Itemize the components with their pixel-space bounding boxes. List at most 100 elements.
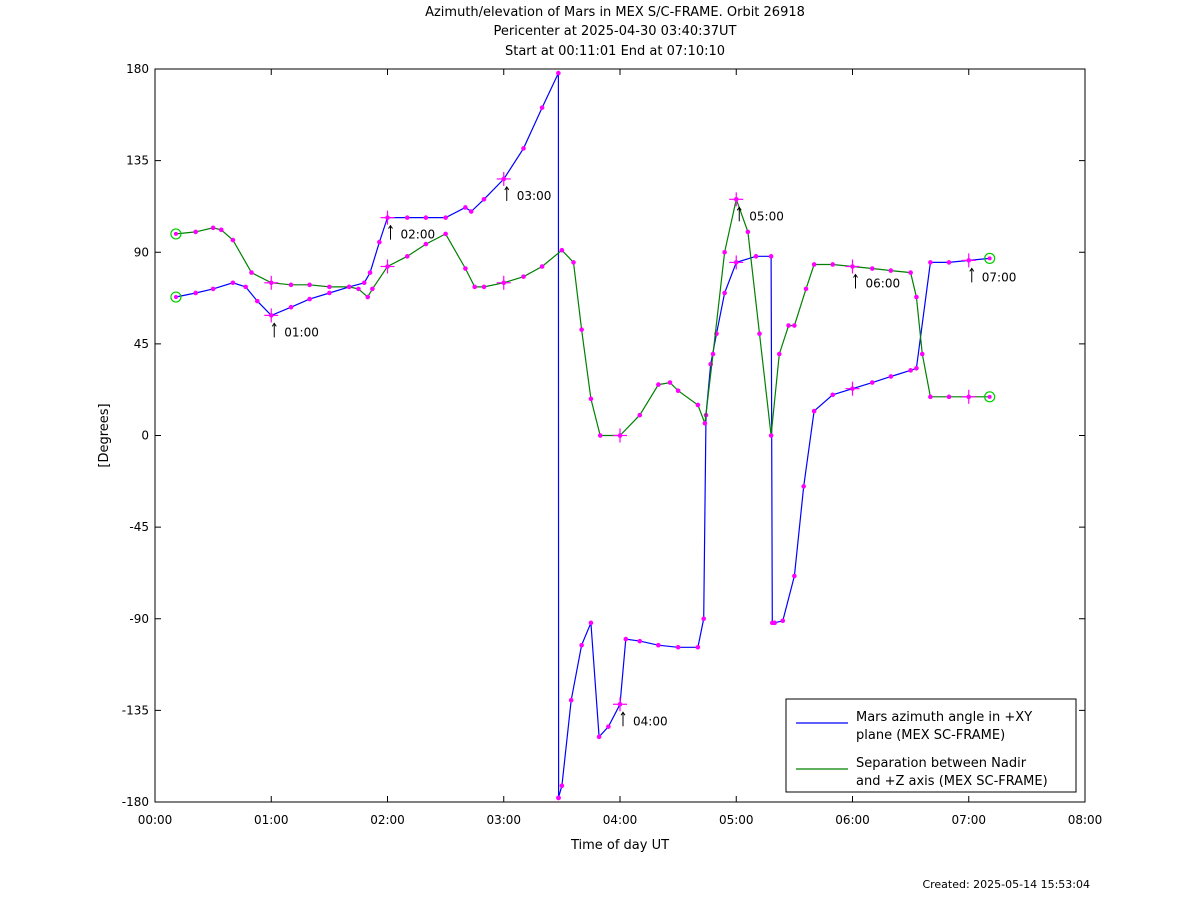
separation-endpoint-marker [984,391,996,403]
legend-box [785,698,1077,793]
hour-annotation-arrowhead [504,186,510,191]
azimuth-data-point [521,146,526,151]
azimuth-data-point [830,392,836,398]
y-tick-label: -90 [129,612,149,626]
x-tick-label: 00:00 [138,813,173,827]
azimuth-data-point [695,644,701,650]
azimuth-data-point [637,638,643,644]
separation-data-point [919,351,925,357]
separation-data-point [173,231,178,236]
azimuth-data-point [772,620,777,626]
azimuth-series-line [175,72,990,799]
hour-annotation-label: 06:00 [866,277,901,291]
azimuth-data-point [914,366,919,371]
azimuth-data-point [423,215,429,220]
separation-series-line [175,197,990,437]
x-axis-label: Time of day UT [570,838,669,853]
hour-annotation-label: 05:00 [749,209,784,223]
azimuth-data-point [443,215,448,220]
azimuth-data-point [539,105,545,110]
azimuth-data-point [596,734,602,740]
x-tick-label: 07:00 [951,813,986,827]
hour-annotation-label: 03:00 [517,189,552,203]
separation-data-point [218,227,224,233]
azimuth-data-point [288,304,294,310]
chart-title-line-2: Pericenter at 2025-04-30 03:40:37UT [493,24,737,39]
separation-data-point [423,241,429,247]
azimuth-data-point [606,724,611,729]
azimuth-data-point [377,239,382,245]
separation-data-point [588,396,594,402]
azimuth-data-point [559,783,565,789]
x-tick-label: 08:00 [1068,813,1103,827]
separation-data-point [803,286,809,292]
azimuth-data-point [722,290,727,296]
separation-data-point [443,231,448,237]
separation-data-point [914,294,919,300]
azimuth-data-point [556,70,561,76]
y-tick-label: -45 [129,520,149,534]
azimuth-data-point [468,209,474,214]
separation-data-point [722,249,727,255]
azimuth-data-point [243,284,248,290]
y-tick-label: -135 [122,703,149,717]
y-tick-label: 0 [141,429,149,443]
azimuth-data-point [701,616,706,622]
separation-data-point [987,394,992,399]
hour-annotation-label: 07:00 [982,270,1017,284]
y-tick-label: 180 [126,62,149,76]
separation-data-point [811,262,817,267]
azimuth-data-point [780,618,786,624]
azimuth-endpoint-marker [170,291,182,303]
legend-label-separation: Separation between Nadir [856,756,1027,771]
separation-data-point [656,382,661,387]
separation-data-point [928,394,933,400]
azimuth-data-point [404,215,410,220]
separation-data-point [786,323,791,328]
separation-data-point [792,323,797,328]
separation-data-point [327,284,332,290]
separation-data-point [869,266,875,271]
azimuth-data-point [753,254,759,259]
x-tick-label: 01:00 [254,813,289,827]
azimuth-data-point [656,642,661,648]
separation-data-point [571,260,576,265]
azimuth-data-point [361,280,367,286]
hour-annotation-label: 04:00 [633,714,668,728]
separation-data-point [249,270,254,275]
azimuth-data-point [556,795,561,801]
chart-title-line-3: Start at 00:11:01 End at 07:10:10 [504,44,726,59]
separation-data-point [675,388,681,394]
separation-data-point [695,402,701,408]
separation-data-point [946,394,952,400]
azimuth-data-point [801,484,806,489]
separation-data-point [667,380,673,385]
separation-data-point [346,284,352,290]
azimuth-data-point [173,295,178,300]
separation-data-point [579,327,584,332]
azimuth-data-point [675,644,681,650]
separation-data-point [710,351,716,357]
hour-annotation-label: 01:00 [284,325,319,339]
separation-data-point [702,420,708,426]
separation-data-point [365,294,371,300]
azimuth-data-point [463,205,468,210]
hour-annotation-arrowhead [736,206,742,211]
azimuth-data-point [254,298,260,304]
azimuth-data-point [768,254,774,259]
azimuth-data-point [946,260,952,265]
azimuth-data-point [210,286,216,292]
separation-data-point [768,433,774,438]
azimuth-data-point [193,290,198,296]
azimuth-data-point [869,380,875,385]
separation-data-point [521,274,526,279]
legend-label-azimuth: Mars azimuth angle in +XY [856,710,1032,725]
separation-data-point [472,284,477,290]
y-tick-label: -180 [122,795,149,809]
separation-data-point [637,412,643,418]
x-tick-label: 04:00 [603,813,638,827]
x-tick-label: 02:00 [370,813,405,827]
hour-annotation-arrowhead [271,322,277,327]
azimuth-data-point [811,408,817,414]
x-tick-label: 05:00 [719,813,754,827]
